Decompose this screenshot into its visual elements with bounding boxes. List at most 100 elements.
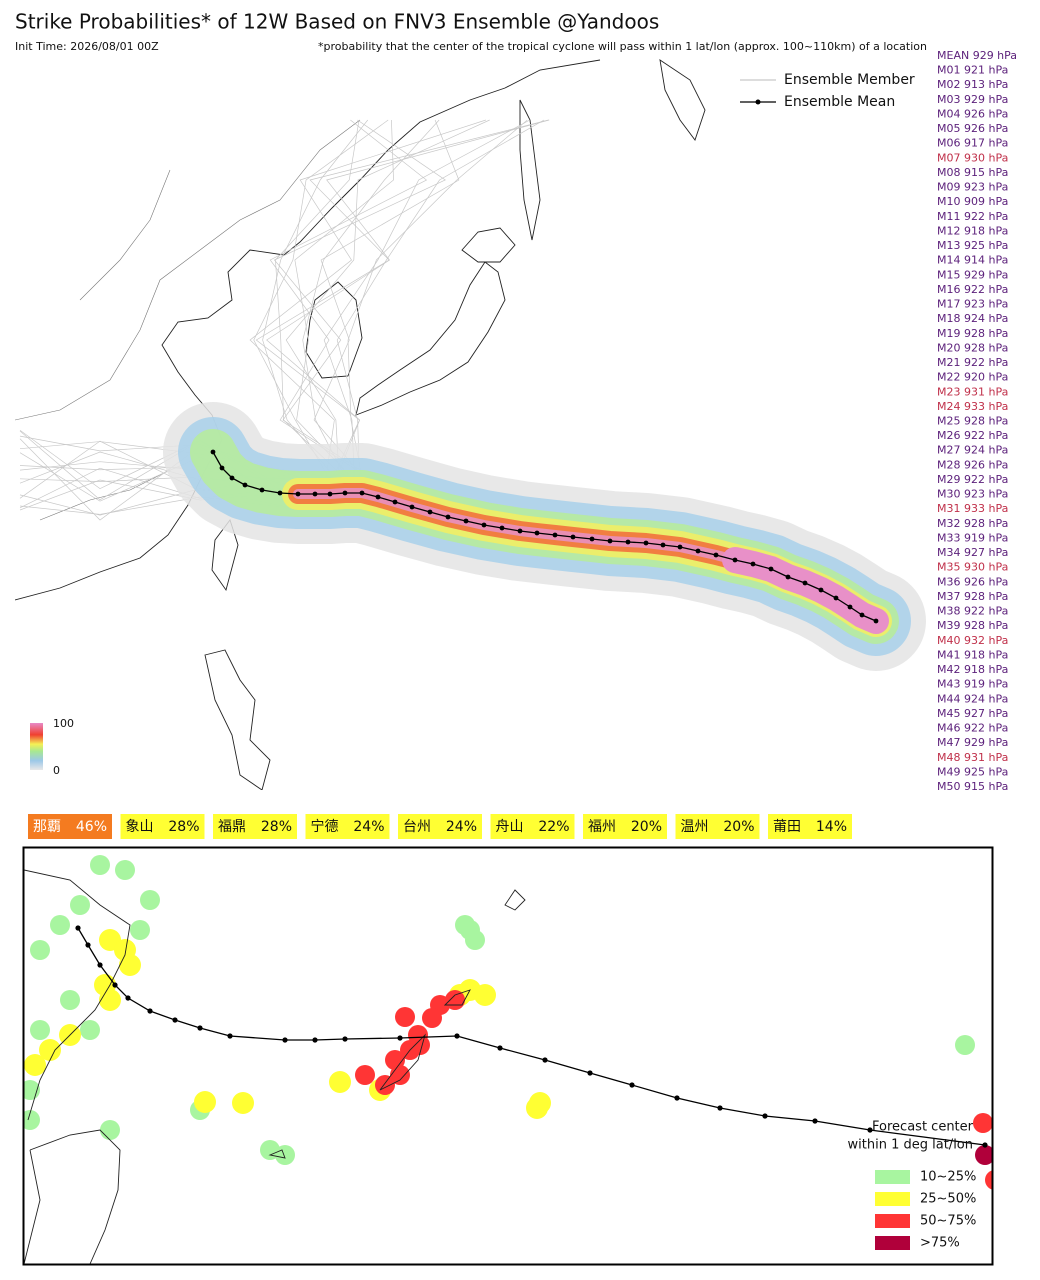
mean-point — [785, 574, 791, 580]
mean-point — [802, 580, 808, 586]
colorbar-max: 100 — [53, 717, 74, 730]
member-pressure: M44 924 hPa — [937, 692, 1008, 705]
member-pressure: M16 922 hPa — [937, 283, 1008, 296]
mean-point — [982, 1142, 988, 1148]
mean-point — [481, 522, 487, 528]
place-chip — [675, 814, 760, 839]
legend-member: Ensemble Member — [784, 72, 915, 88]
mean-point — [660, 542, 666, 548]
probability-spot — [474, 984, 496, 1006]
mean-point — [219, 465, 225, 471]
member-pressure: M01 921 hPa — [937, 64, 1008, 77]
title: Strike Probabilities* of 12W Based on FN… — [15, 10, 659, 34]
probability-spot — [39, 1039, 61, 1061]
probability-spot — [130, 920, 150, 940]
probability-spot — [395, 1007, 415, 1027]
probability-spot — [985, 1170, 992, 1190]
member-pressure: M40 932 hPa — [937, 634, 1008, 647]
mean-point — [375, 494, 381, 500]
probability-spot — [24, 1080, 40, 1100]
member-pressure: M37 928 hPa — [937, 590, 1008, 603]
mean-point — [112, 982, 118, 988]
place-chip — [768, 814, 852, 839]
place-name: 福鼎 — [218, 819, 246, 835]
mean-point — [867, 1127, 873, 1133]
member-pressure: M43 919 hPa — [937, 678, 1008, 691]
mean-point — [674, 1095, 680, 1101]
probability-spot — [194, 1091, 216, 1113]
init-time: Init Time: 2026/08/01 00Z — [15, 40, 159, 53]
probability-spot — [410, 1035, 430, 1055]
overview-map — [15, 59, 926, 790]
member-pressure: M06 917 hPa — [937, 137, 1008, 150]
mean-point — [717, 1105, 723, 1111]
member-pressure: M05 926 hPa — [937, 122, 1008, 135]
probability-spot — [355, 1065, 375, 1085]
member-pressure: M48 931 hPa — [937, 751, 1008, 764]
member-pressure: M19 928 hPa — [937, 327, 1008, 340]
probability-spot — [80, 1020, 100, 1040]
mean-point — [695, 548, 701, 554]
mean-point — [552, 532, 558, 538]
place-value: 24% — [446, 819, 477, 835]
place-value: 28% — [261, 819, 292, 835]
mean-point — [463, 518, 469, 524]
mean-point — [312, 1037, 318, 1043]
place-chip — [305, 814, 390, 839]
mean-point — [75, 925, 81, 931]
probability-spot — [975, 1145, 992, 1165]
member-pressure: M11 922 hPa — [937, 210, 1008, 223]
place-value: 20% — [631, 819, 662, 835]
mean-point — [732, 557, 738, 563]
probability-spot — [24, 1110, 40, 1130]
legend-mean: Ensemble Mean — [784, 94, 895, 110]
mean-point — [629, 1082, 635, 1088]
member-pressure: M24 933 hPa — [937, 400, 1008, 413]
member-pressure: M14 914 hPa — [937, 254, 1008, 267]
place-value: 22% — [538, 819, 569, 835]
place-chip — [490, 814, 575, 839]
legend-swatch — [875, 1236, 910, 1250]
place-chip — [583, 814, 667, 839]
colorbar-min: 0 — [53, 764, 60, 777]
mean-point — [342, 1036, 348, 1042]
member-pressure: M39 928 hPa — [937, 619, 1008, 632]
member-pressure: M10 909 hPa — [937, 195, 1008, 208]
zoom-map — [24, 855, 992, 1264]
probability-spot — [30, 940, 50, 960]
place-value: 24% — [353, 819, 384, 835]
mean-point — [295, 491, 301, 497]
member-pressure: M35 930 hPa — [937, 561, 1008, 574]
member-pressure: M41 918 hPa — [937, 648, 1008, 661]
mean-point — [242, 482, 248, 488]
member-pressure: M17 923 hPa — [937, 298, 1008, 311]
legend-mean-dot — [755, 99, 761, 105]
legend-level: 50~75% — [920, 1214, 976, 1229]
probability-spot — [50, 915, 70, 935]
member-pressure: M50 915 hPa — [937, 780, 1008, 793]
mean-point — [97, 962, 103, 968]
probability-spot — [375, 1075, 395, 1095]
place-value: 46% — [76, 819, 107, 835]
mean-point — [750, 561, 756, 567]
note-line: Forecast center — [872, 1120, 974, 1135]
member-pressure: M47 929 hPa — [937, 736, 1008, 749]
legend-swatch — [875, 1192, 910, 1206]
probability-spot — [955, 1035, 975, 1055]
mean-point — [859, 612, 865, 618]
probability-spot — [100, 1120, 120, 1140]
mean-point — [147, 1008, 153, 1014]
member-pressure: M12 918 hPa — [937, 224, 1008, 237]
place-name: 那覇 — [33, 819, 61, 835]
mean-track — [77, 927, 986, 1146]
mean-point — [392, 499, 398, 505]
mean-point — [327, 491, 333, 497]
place-name: 象山 — [126, 819, 154, 835]
place-value: 28% — [168, 819, 199, 835]
legend-swatch — [875, 1170, 910, 1184]
probability-spot — [973, 1113, 992, 1133]
mean-point — [312, 491, 318, 497]
mean-point — [625, 539, 631, 545]
member-pressure: M13 925 hPa — [937, 239, 1008, 252]
place-name: 莆田 — [773, 819, 801, 835]
